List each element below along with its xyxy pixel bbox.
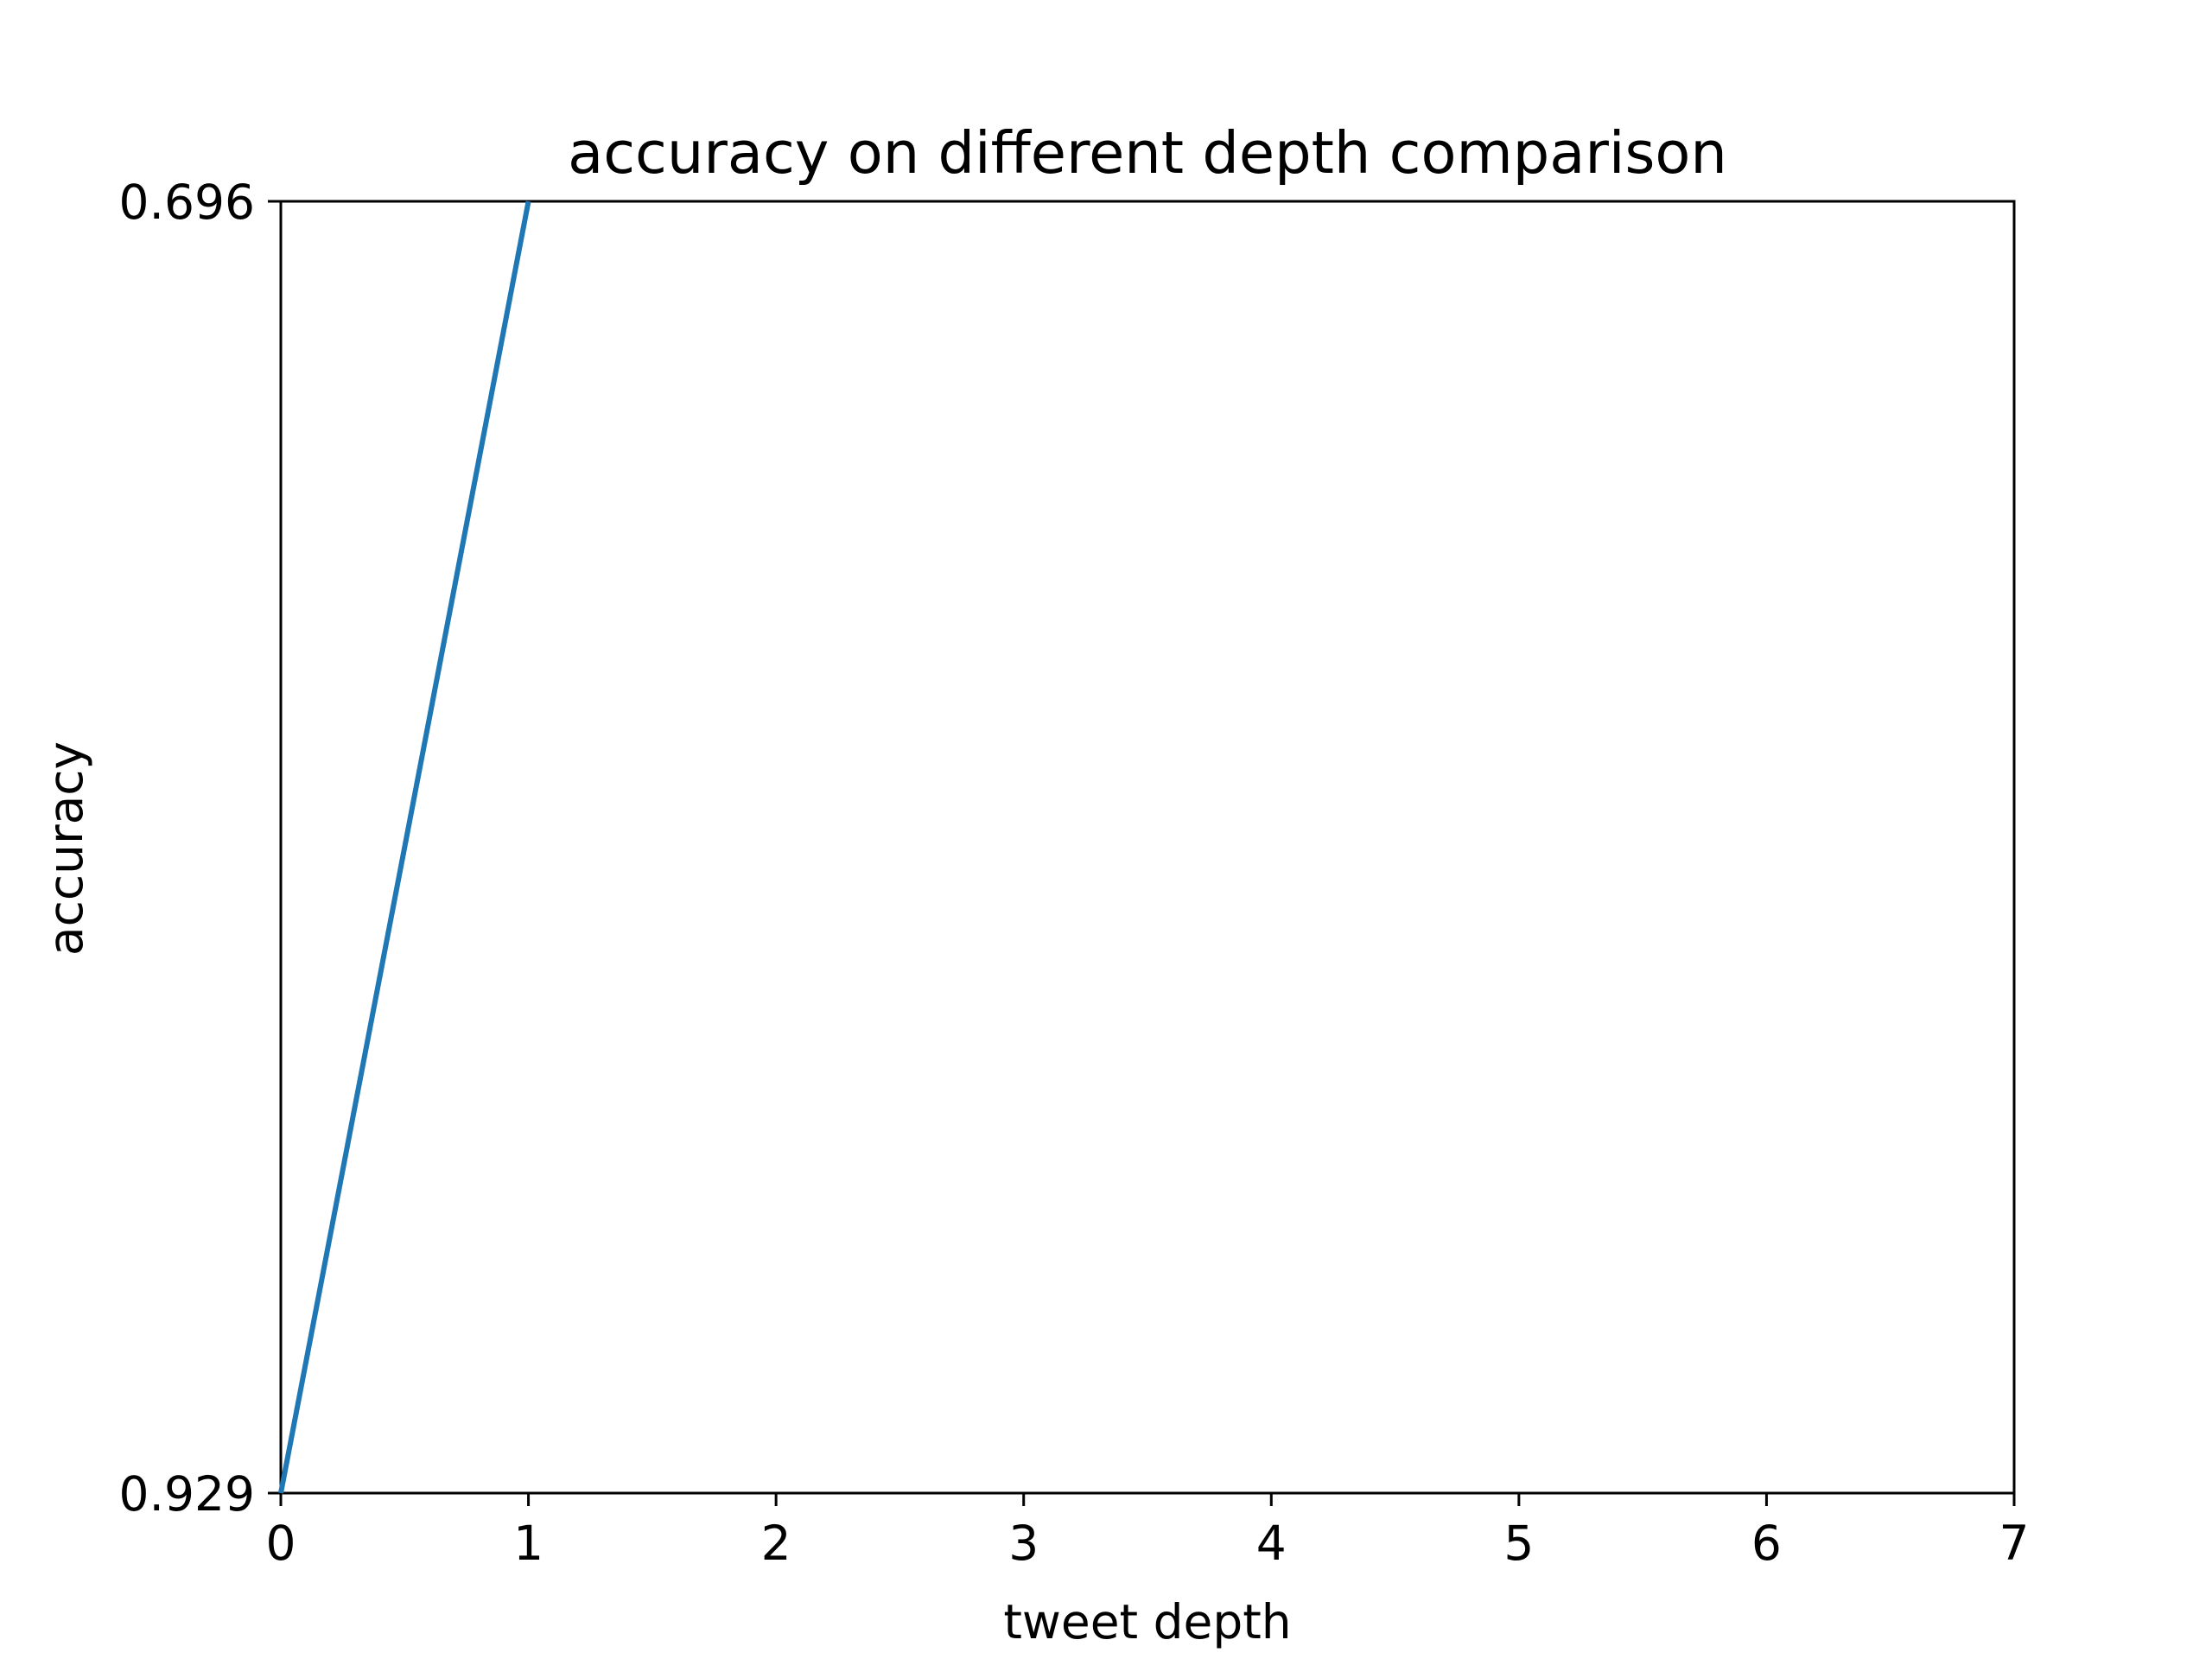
series-line-0 [278,200,531,1494]
y-axis: 0.929 0.696 [119,175,281,1522]
x-tick-label: 5 [1503,1516,1534,1571]
x-tick-label: 4 [1256,1516,1287,1571]
plot-frame [279,200,2016,1495]
x-tick-label: 2 [761,1516,791,1571]
series-layer [278,200,531,1494]
y-tick-label: 0.696 [119,175,255,230]
x-axis-label: tweet depth [1003,1594,1291,1649]
chart-title: accuracy on different depth comparison [568,119,1727,187]
x-tick-label: 3 [1008,1516,1039,1571]
x-axis: 0 1 2 3 4 5 6 7 [266,1493,2030,1571]
y-tick-label: 0.929 [119,1466,255,1522]
y-axis-label: accuracy [38,741,93,956]
x-tick-label: 0 [266,1516,296,1571]
x-tick-label: 1 [513,1516,543,1571]
x-tick-label: 6 [1751,1516,1782,1571]
x-tick-label: 7 [1999,1516,2030,1571]
plot-area [279,200,2016,1495]
